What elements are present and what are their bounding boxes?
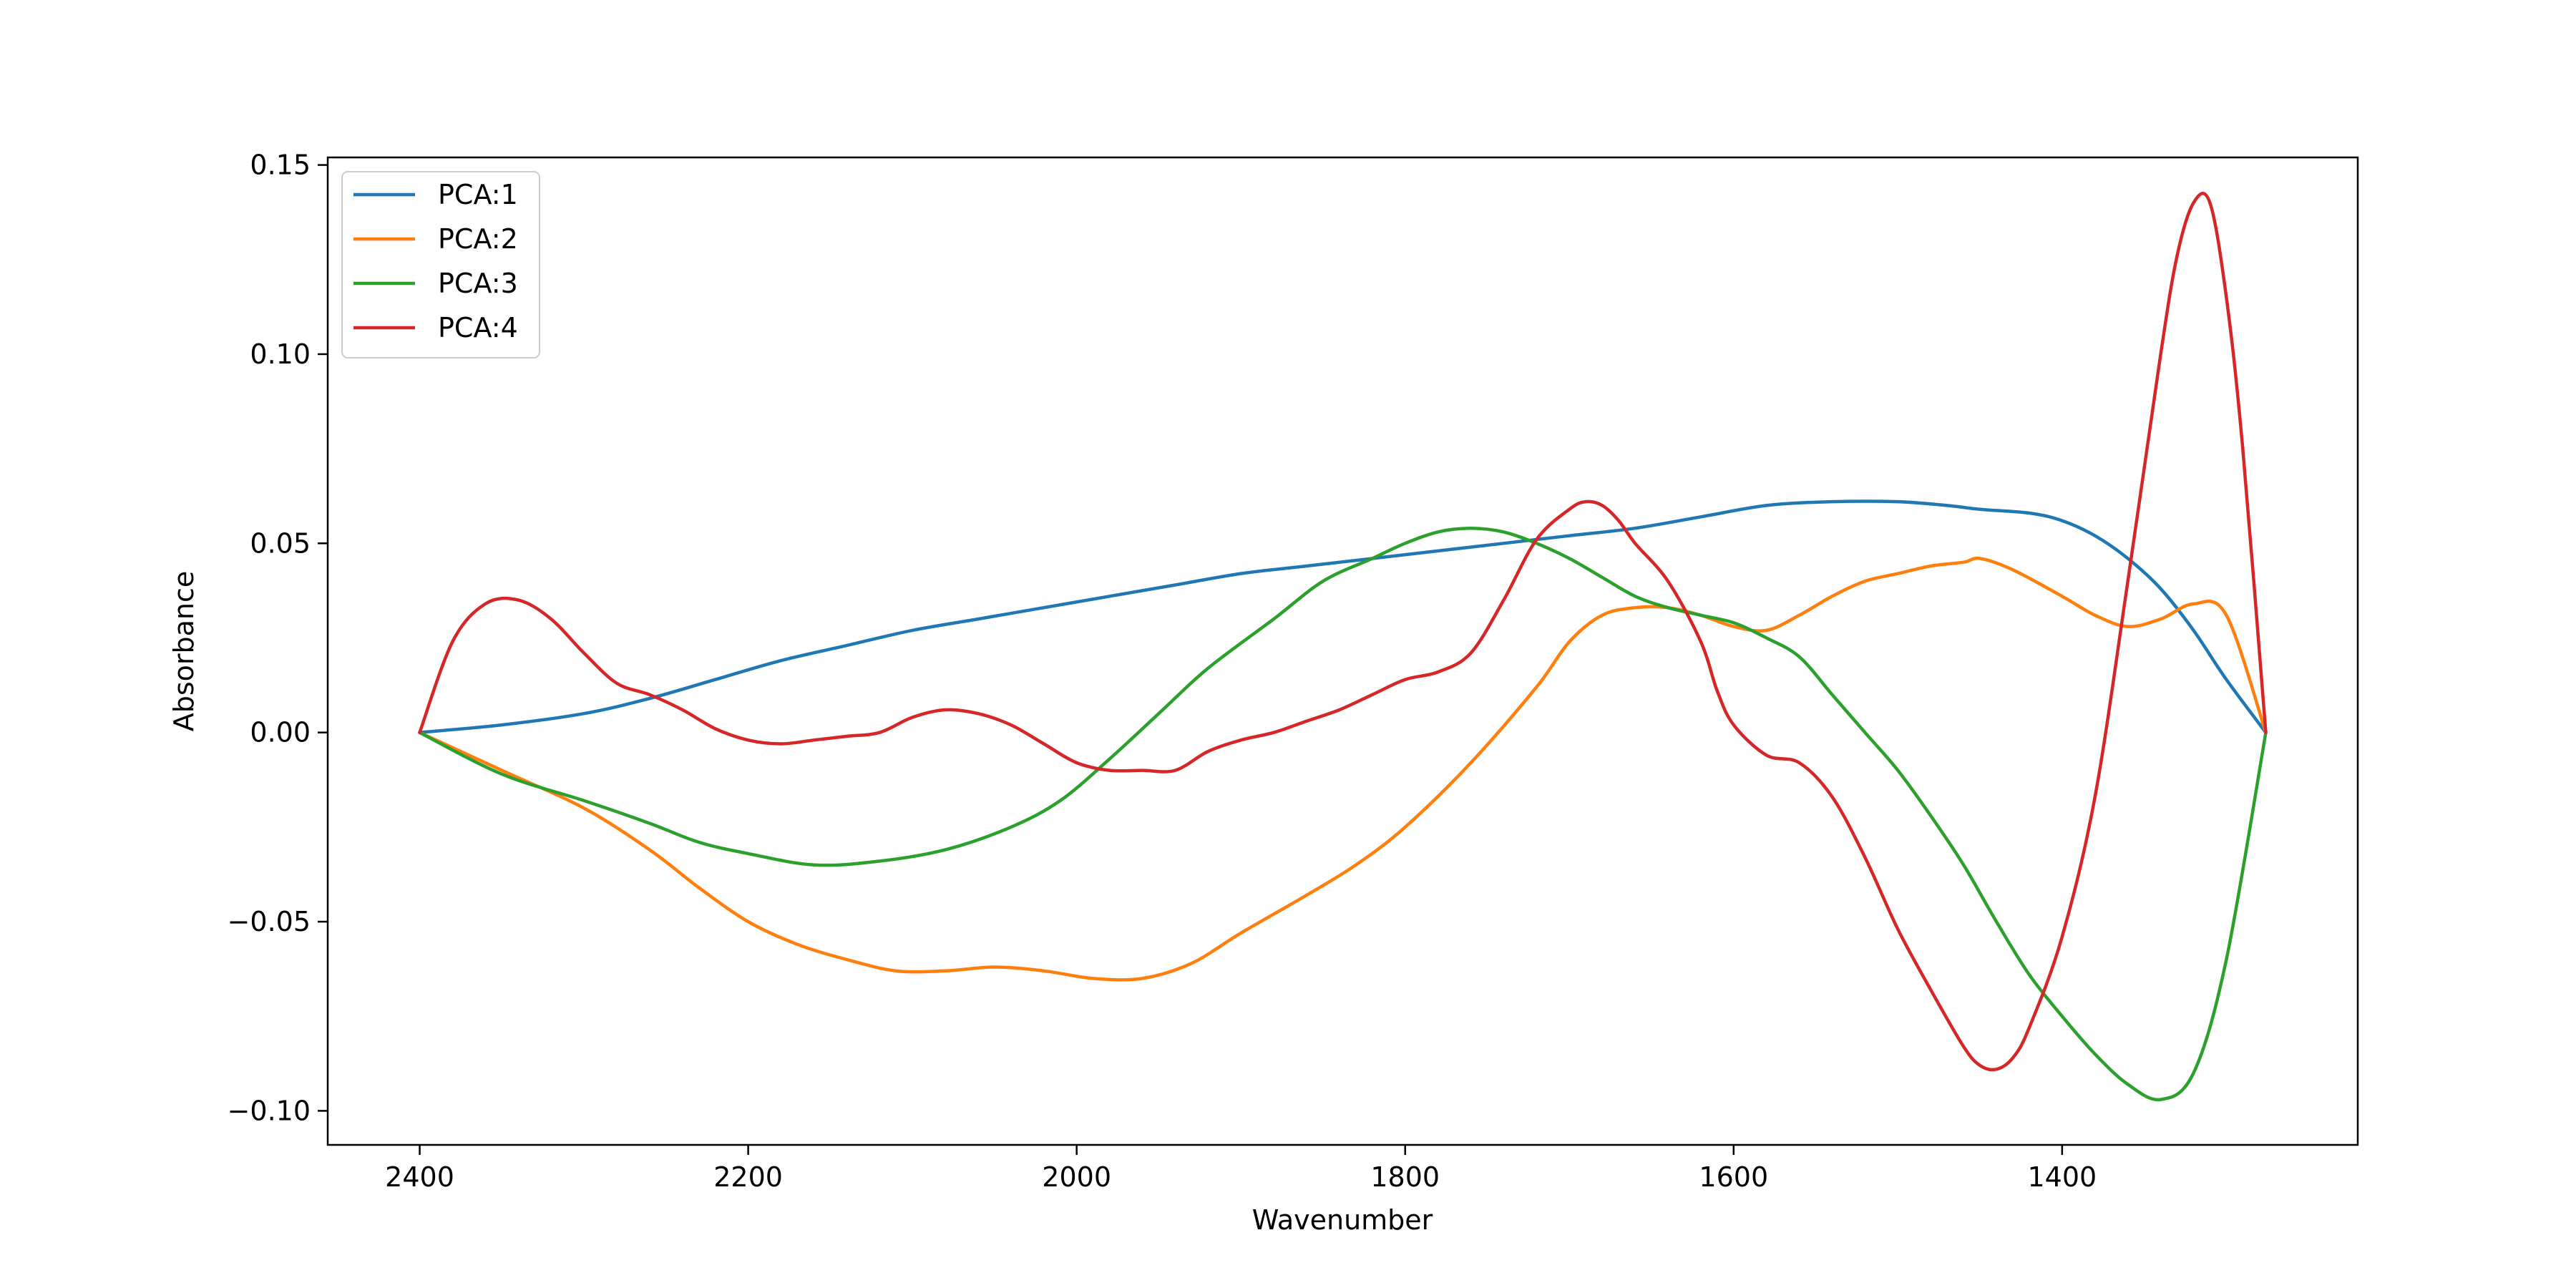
x-tick-label: 2200 [713, 1161, 783, 1193]
y-tick-label: 0.15 [250, 150, 311, 181]
legend-label: PCA:4 [438, 312, 518, 343]
legend-frame [341, 171, 540, 358]
legend-label: PCA:3 [438, 268, 518, 299]
x-tick-label: 2400 [385, 1161, 454, 1193]
legend: PCA:1 PCA:2 PCA:3 PCA:4 [341, 171, 540, 358]
legend-label: PCA:2 [438, 223, 518, 255]
series-line-pca-4 [418, 192, 2268, 1072]
y-tick-label: 0.05 [250, 527, 311, 559]
plot-frame [326, 156, 2359, 1146]
x-axis: 2400 2200 2000 1800 1600 1400 [385, 1145, 2097, 1193]
series-line-pca-2 [418, 556, 2268, 982]
series-line-pca-3 [418, 526, 2268, 1102]
x-axis-label: Wavenumber [1252, 1204, 1433, 1236]
legend-label: PCA:1 [438, 179, 518, 210]
x-tick-label: 2000 [1042, 1161, 1111, 1193]
y-tick-label: 0.00 [250, 717, 311, 748]
y-tick-label: 0.10 [250, 338, 311, 370]
series-layer [418, 192, 2268, 1102]
series-line-pca-1 [418, 499, 2268, 734]
y-axis-label: Absorbance [168, 571, 200, 732]
x-tick-label: 1800 [1370, 1161, 1440, 1193]
y-tick-label: −0.05 [228, 906, 311, 937]
x-tick-label: 1600 [1699, 1161, 1768, 1193]
y-axis: −0.10 −0.05 0.00 0.05 0.10 0.15 [228, 150, 328, 1126]
y-tick-label: −0.10 [228, 1095, 311, 1126]
x-tick-label: 1400 [2027, 1161, 2097, 1193]
